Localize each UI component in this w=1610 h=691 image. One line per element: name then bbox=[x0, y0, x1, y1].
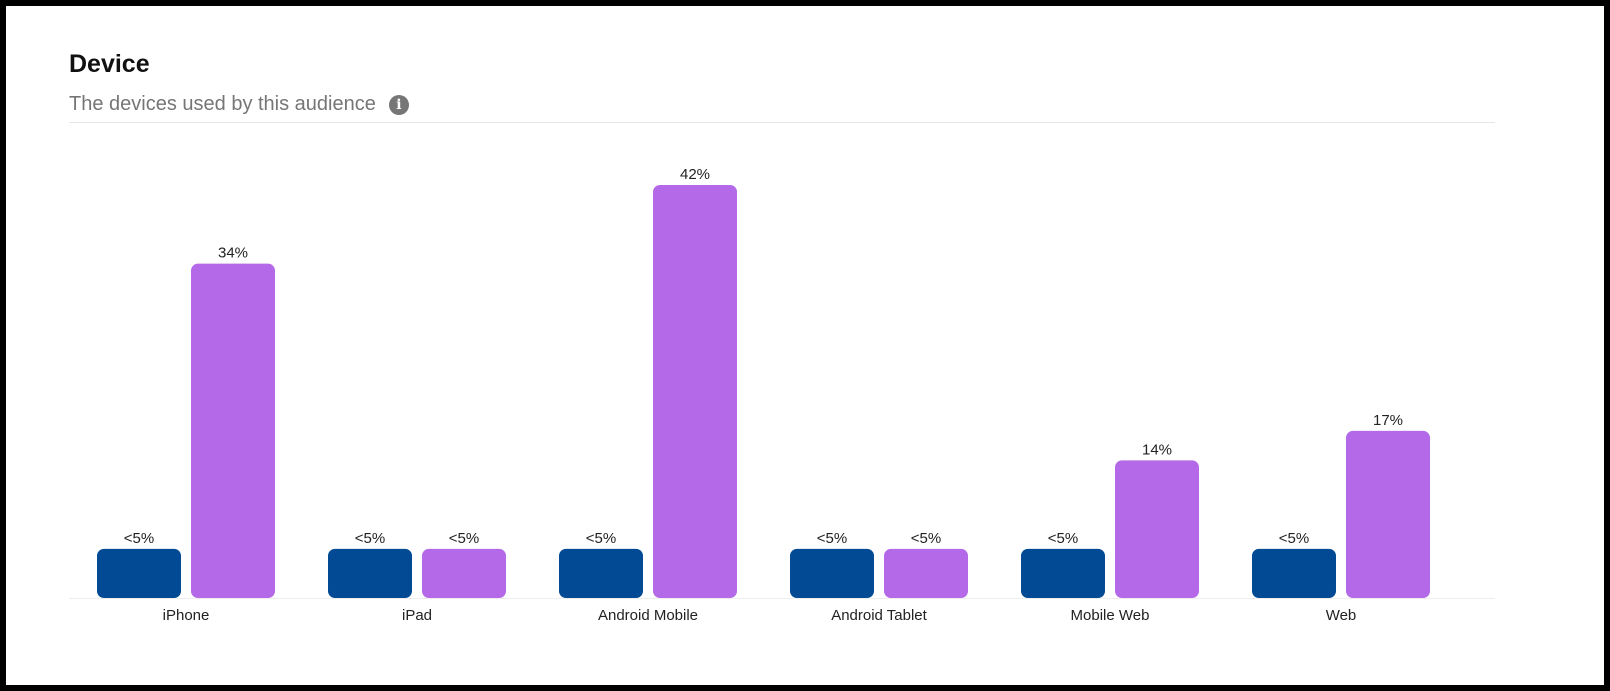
x-tick-label: iPhone bbox=[163, 607, 210, 624]
bar-data-label: <5% bbox=[355, 530, 385, 547]
x-tick-label: Mobile Web bbox=[1071, 607, 1150, 624]
device-bar-chart: <5% 34% iPhone <5% <5% iPad <5% 42% Android Mobi… bbox=[69, 166, 1495, 624]
device-card: Device The devices used by this audience… bbox=[6, 6, 1604, 685]
bar bbox=[191, 263, 275, 598]
bar-data-label: <5% bbox=[449, 530, 479, 547]
bar-data-label: 34% bbox=[218, 245, 248, 262]
bar bbox=[884, 548, 968, 598]
bar-data-label: 14% bbox=[1142, 441, 1172, 458]
bar bbox=[1021, 548, 1105, 598]
card-title: Device bbox=[69, 50, 150, 78]
bar bbox=[97, 548, 181, 598]
bar-data-label: 42% bbox=[680, 166, 710, 183]
header-divider bbox=[69, 122, 1495, 123]
bar-data-label: <5% bbox=[911, 530, 941, 547]
bar bbox=[559, 548, 643, 598]
x-tick-label: Android Mobile bbox=[598, 607, 698, 624]
bar-data-label: <5% bbox=[1048, 530, 1078, 547]
bar-data-label: <5% bbox=[586, 530, 616, 547]
x-tick-label: iPad bbox=[402, 607, 432, 624]
subtitle-row: The devices used by this audience i bbox=[69, 93, 409, 116]
x-tick-label: Android Tablet bbox=[831, 607, 927, 624]
bar bbox=[1346, 430, 1430, 598]
bar bbox=[790, 548, 874, 598]
x-tick-label: Web bbox=[1326, 607, 1357, 624]
bar bbox=[422, 548, 506, 598]
bar bbox=[1115, 460, 1199, 598]
bar-data-label: 17% bbox=[1373, 412, 1403, 429]
info-icon[interactable]: i bbox=[388, 94, 409, 115]
bar-data-label: <5% bbox=[817, 530, 847, 547]
bar-data-label: <5% bbox=[1279, 530, 1309, 547]
bar-data-label: <5% bbox=[124, 530, 154, 547]
bar bbox=[328, 548, 412, 598]
bar bbox=[1252, 548, 1336, 598]
bar bbox=[653, 185, 737, 598]
card-subtitle: The devices used by this audience bbox=[69, 93, 376, 115]
